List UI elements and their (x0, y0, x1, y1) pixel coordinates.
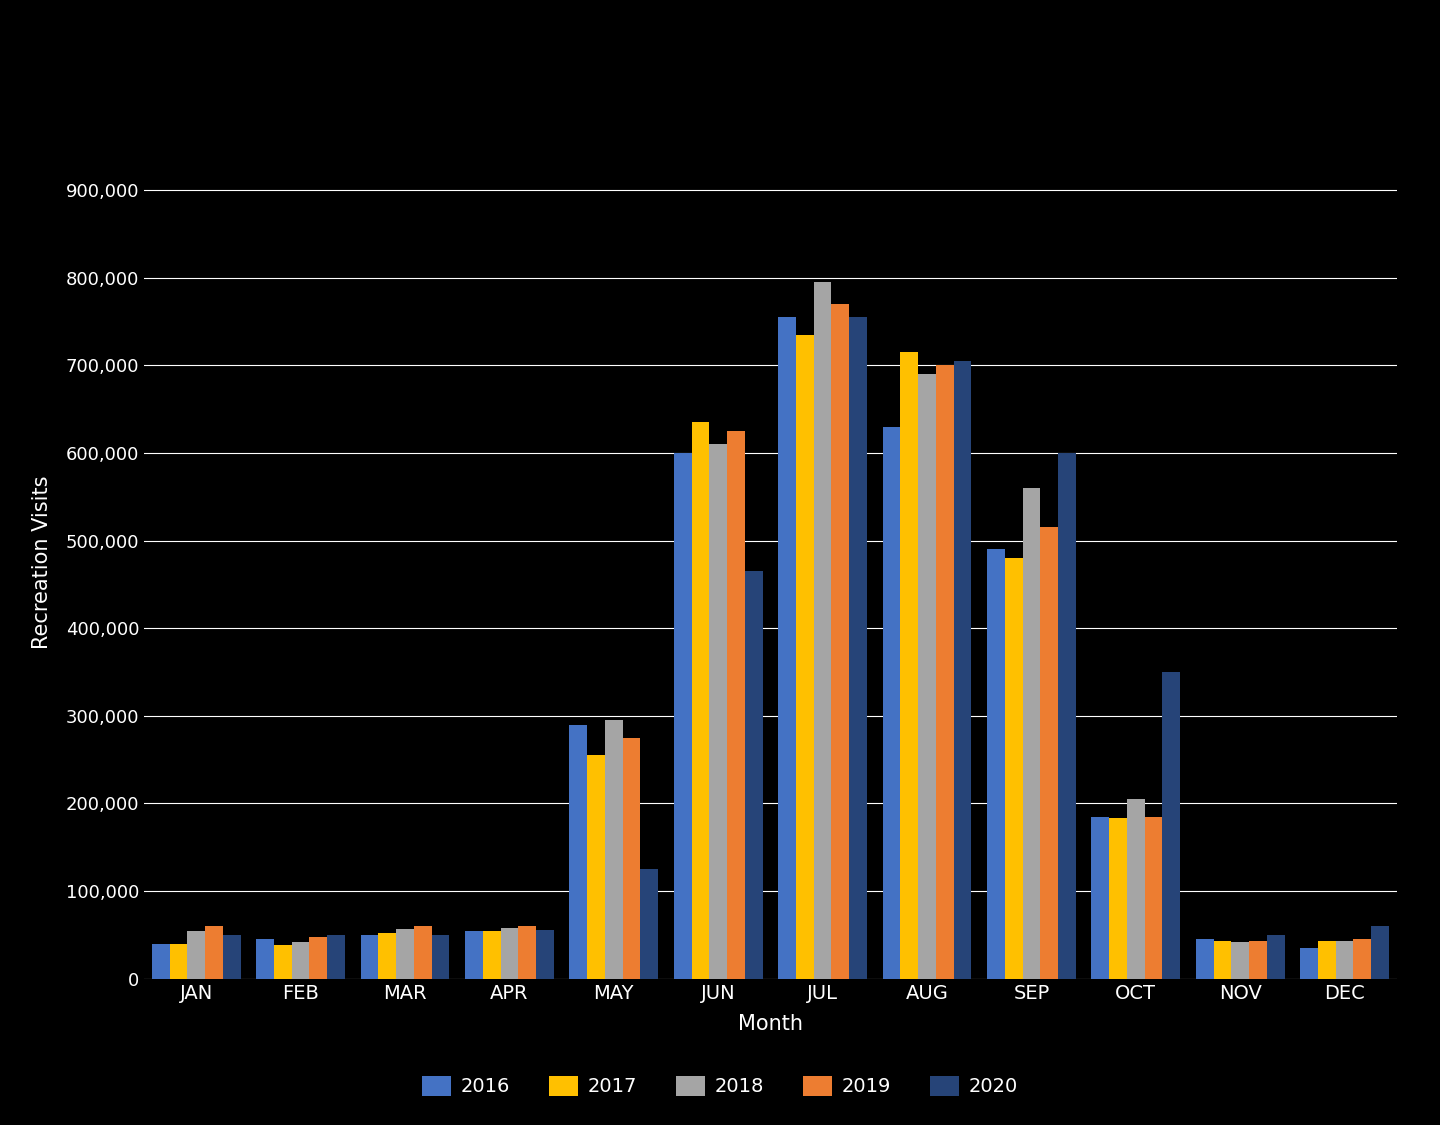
Y-axis label: Recreation Visits: Recreation Visits (32, 476, 52, 649)
Bar (814, 282, 831, 979)
Bar (936, 366, 953, 979)
Bar (986, 549, 1005, 979)
Bar (432, 935, 449, 979)
Bar (170, 944, 187, 979)
Bar (1371, 926, 1390, 979)
Bar (204, 926, 223, 979)
Bar (310, 937, 327, 979)
Bar (831, 304, 850, 979)
Bar (588, 755, 605, 979)
Bar (1336, 942, 1354, 979)
Bar (1109, 818, 1128, 979)
Bar (396, 929, 413, 979)
Bar (1145, 817, 1162, 979)
Bar (1231, 942, 1248, 979)
Bar (883, 426, 900, 979)
Bar (744, 572, 763, 979)
Bar (953, 361, 972, 979)
Bar (187, 930, 204, 979)
X-axis label: Month: Month (737, 1014, 804, 1034)
Bar (1354, 939, 1371, 979)
Legend: 2016, 2017, 2018, 2019, 2020: 2016, 2017, 2018, 2019, 2020 (413, 1068, 1027, 1104)
Bar (727, 431, 744, 979)
Bar (641, 870, 658, 979)
Bar (674, 453, 691, 979)
Bar (1318, 942, 1336, 979)
Bar (919, 375, 936, 979)
Bar (518, 926, 536, 979)
Bar (1092, 817, 1109, 979)
Bar (1005, 558, 1022, 979)
Bar (536, 929, 554, 979)
Bar (569, 724, 588, 979)
Bar (274, 945, 292, 979)
Bar (1058, 453, 1076, 979)
Bar (778, 317, 796, 979)
Bar (413, 926, 432, 979)
Bar (1214, 942, 1231, 979)
Bar (1040, 528, 1058, 979)
Bar (256, 939, 274, 979)
Bar (850, 317, 867, 979)
Bar (605, 720, 622, 979)
Bar (1267, 935, 1284, 979)
Bar (1128, 799, 1145, 979)
Bar (1248, 942, 1267, 979)
Bar (501, 928, 518, 979)
Bar (1300, 948, 1318, 979)
Bar (900, 352, 919, 979)
Bar (151, 944, 170, 979)
Bar (360, 935, 379, 979)
Bar (1195, 939, 1214, 979)
Bar (292, 942, 310, 979)
Bar (482, 930, 501, 979)
Bar (327, 935, 346, 979)
Bar (223, 935, 240, 979)
Bar (796, 334, 814, 979)
Bar (622, 738, 641, 979)
Bar (1162, 672, 1181, 979)
Bar (379, 933, 396, 979)
Bar (465, 930, 482, 979)
Bar (691, 422, 710, 979)
Bar (710, 444, 727, 979)
Bar (1022, 488, 1040, 979)
